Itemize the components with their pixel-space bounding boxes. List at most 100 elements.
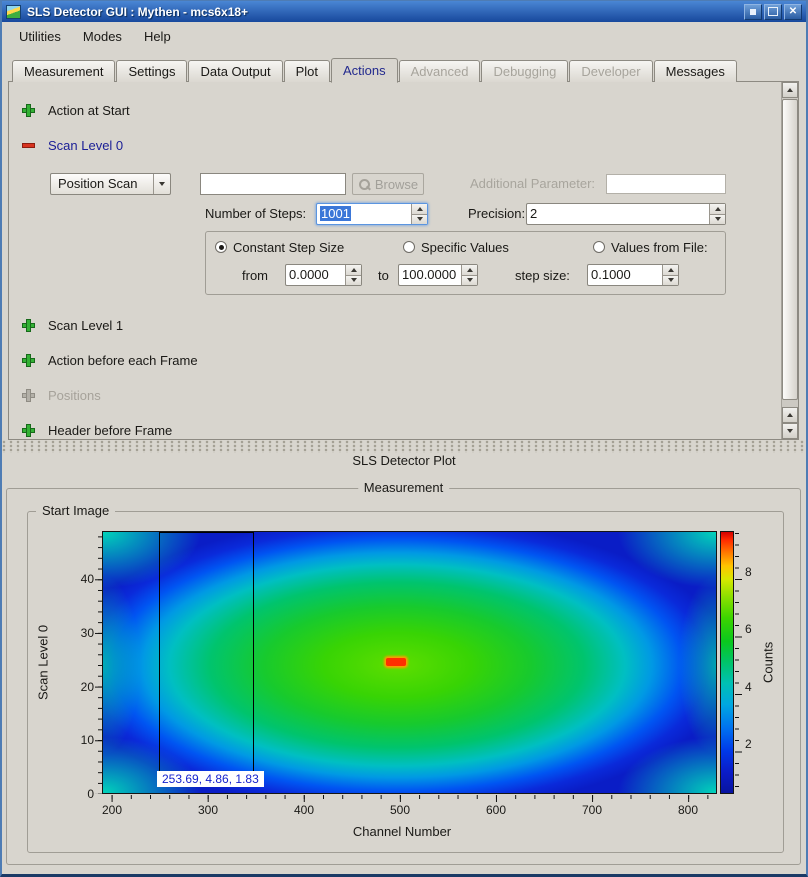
y-axis-title: Scan Level 0 — [34, 531, 52, 794]
to-spinbox[interactable]: 100.0000 — [398, 264, 478, 286]
title-bar[interactable]: SLS Detector GUI : Mythen - mcs6x18+ ✕ — [2, 1, 806, 22]
spin-up-button[interactable] — [345, 265, 361, 275]
app-window: SLS Detector GUI : Mythen - mcs6x18+ ✕ U… — [0, 0, 808, 877]
plot-canvas[interactable] — [102, 531, 717, 794]
scroll-up-button[interactable] — [782, 82, 798, 98]
minimize-button[interactable] — [744, 4, 762, 20]
precision-label: Precision: — [468, 203, 525, 225]
scrollbar-thumb[interactable] — [782, 99, 798, 400]
spin-up-button[interactable] — [461, 265, 477, 275]
tab-advanced: Advanced — [399, 60, 481, 82]
start-image-group: Start Image Scan Level 0 0 10 20 30 40 2… — [27, 511, 784, 853]
action-before-frame-label: Action before each Frame — [48, 353, 198, 368]
spinner-buttons — [411, 204, 427, 224]
x-tick-label: 400 — [286, 803, 322, 817]
vertical-scrollbar[interactable] — [781, 82, 798, 439]
y-tick-label: 0 — [68, 787, 94, 801]
additional-parameter-input[interactable] — [606, 174, 726, 194]
scan-level-0-row[interactable]: Scan Level 0 — [22, 136, 123, 154]
close-button[interactable]: ✕ — [784, 4, 802, 20]
expand-plus-icon — [22, 319, 35, 332]
constant-step-size-label: Constant Step Size — [233, 240, 344, 255]
scan-mode-value: Position Scan — [51, 174, 153, 194]
peak-marker — [386, 658, 406, 666]
minimize-icon — [750, 9, 756, 15]
step-size-spinbox[interactable]: 0.1000 — [587, 264, 679, 286]
number-of-steps-spinbox[interactable]: 1001 — [316, 203, 428, 225]
to-label: to — [378, 265, 389, 287]
collapse-minus-icon — [22, 139, 35, 152]
expand-plus-icon — [22, 104, 35, 117]
tab-messages[interactable]: Messages — [654, 60, 737, 82]
radio-values-from-file[interactable]: Values from File: — [593, 239, 708, 255]
x-tick-label: 200 — [94, 803, 130, 817]
tab-bar: Measurement Settings Data Output Plot Ac… — [12, 57, 738, 82]
tab-debugging: Debugging — [481, 60, 568, 82]
expand-plus-icon-disabled — [22, 389, 35, 402]
radio-specific-values[interactable]: Specific Values — [403, 239, 509, 255]
radio-dot — [403, 241, 415, 253]
step-size-value: 0.1000 — [588, 265, 662, 285]
x-axis-ticks — [102, 795, 717, 802]
menu-help[interactable]: Help — [135, 26, 180, 47]
menu-modes[interactable]: Modes — [74, 26, 131, 47]
colorbar-ticks — [735, 531, 742, 794]
precision-spinbox[interactable]: 2 — [526, 203, 726, 225]
tab-measurement[interactable]: Measurement — [12, 60, 115, 82]
tab-data-output[interactable]: Data Output — [188, 60, 282, 82]
arrow-up-icon — [787, 413, 793, 417]
x-tick-label: 800 — [670, 803, 706, 817]
close-icon: ✕ — [789, 7, 797, 17]
scroll-down-button[interactable] — [782, 423, 798, 439]
spin-up-button[interactable] — [662, 265, 678, 275]
tab-plot[interactable]: Plot — [284, 60, 330, 82]
additional-parameter-label: Additional Parameter: — [470, 173, 595, 195]
radio-constant-step-size[interactable]: Constant Step Size — [215, 239, 344, 255]
maximize-icon — [768, 7, 778, 16]
spinner-buttons — [662, 265, 678, 285]
values-from-file-label: Values from File: — [611, 240, 708, 255]
tab-settings[interactable]: Settings — [116, 60, 187, 82]
colorbar — [720, 531, 734, 794]
x-tick-label: 600 — [478, 803, 514, 817]
spin-up-button[interactable] — [709, 204, 725, 214]
number-of-steps-label: Number of Steps: — [205, 203, 306, 225]
y-tick-label: 30 — [68, 626, 94, 640]
menu-bar: Utilities Modes Help — [2, 22, 806, 50]
menu-utilities[interactable]: Utilities — [10, 26, 70, 47]
spinner-buttons — [709, 204, 725, 224]
spin-down-button[interactable] — [345, 275, 361, 286]
radio-dot — [593, 241, 605, 253]
spin-down-button[interactable] — [461, 275, 477, 286]
scan-level-1-row[interactable]: Scan Level 1 — [22, 316, 123, 334]
scan-mode-select[interactable]: Position Scan — [50, 173, 171, 195]
cursor-readout: 253.69, 4.86, 1.83 — [157, 771, 264, 787]
number-of-steps-field: 1001 — [317, 204, 411, 224]
app-icon — [6, 5, 21, 19]
x-tick-label: 700 — [574, 803, 610, 817]
start-image-group-title: Start Image — [36, 503, 115, 518]
scan-script-input[interactable] — [200, 173, 346, 195]
arrow-down-icon — [787, 429, 793, 433]
radio-dot-checked — [215, 241, 227, 253]
x-axis-title: Channel Number — [302, 824, 502, 839]
colorbar-title: Counts — [759, 531, 777, 794]
number-of-steps-value: 1001 — [320, 206, 351, 221]
spin-down-button[interactable] — [411, 214, 427, 225]
header-before-frame-row[interactable]: Header before Frame — [22, 421, 172, 439]
action-at-start-row[interactable]: Action at Start — [22, 101, 130, 119]
plot-dock-title: SLS Detector Plot — [2, 453, 806, 468]
tab-actions[interactable]: Actions — [331, 58, 398, 83]
maximize-button[interactable] — [764, 4, 782, 20]
action-before-frame-row[interactable]: Action before each Frame — [22, 351, 198, 369]
measurement-group: Measurement Start Image Scan Level 0 0 1… — [6, 488, 801, 865]
spin-down-button[interactable] — [662, 275, 678, 286]
y-axis-ticks — [95, 531, 102, 794]
spin-up-button[interactable] — [411, 204, 427, 214]
scan-level-0-label: Scan Level 0 — [48, 138, 123, 153]
from-spinbox[interactable]: 0.0000 — [285, 264, 362, 286]
splitter-handle[interactable] — [2, 440, 806, 453]
spin-down-button[interactable] — [709, 214, 725, 225]
scroll-up-button-bottom[interactable] — [782, 407, 798, 423]
specific-values-label: Specific Values — [421, 240, 509, 255]
